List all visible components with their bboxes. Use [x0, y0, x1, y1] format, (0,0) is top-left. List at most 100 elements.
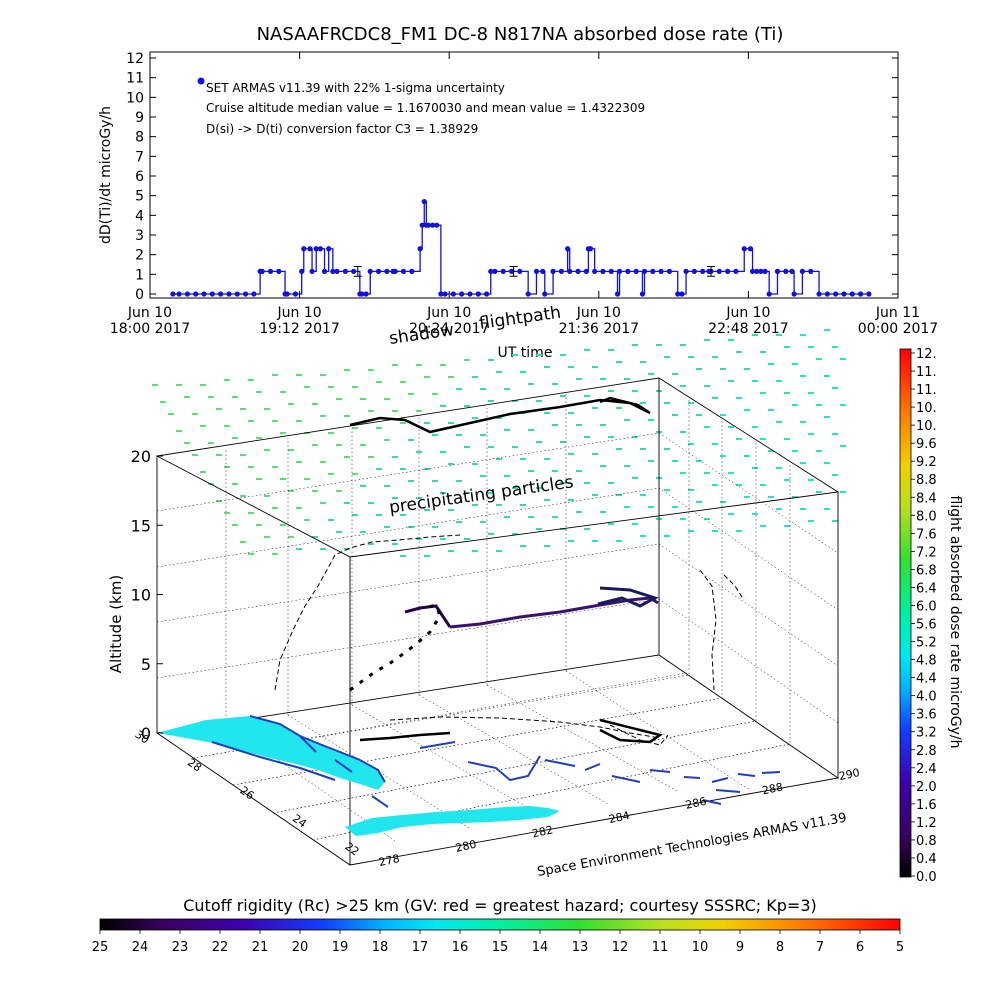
colorbar-tick-label: 10.	[916, 401, 937, 416]
annotation-shadow: shadow	[388, 320, 455, 349]
legend-line-1: SET ARMAS v11.39 with 22% 1-sigma uncert…	[206, 81, 505, 95]
longitude-tick-label: 284	[608, 809, 631, 826]
longitude-tick-label: 290	[838, 766, 861, 783]
florida-landmass	[157, 716, 385, 790]
colorbar-tick-label: 11.	[916, 383, 937, 398]
altitude-tick-label: 10	[131, 586, 151, 605]
dose-rate-point	[259, 268, 265, 274]
colorbar-tick-label: 1.2	[916, 816, 937, 831]
dose-rate-point	[762, 268, 768, 274]
dose-rate-point	[583, 268, 589, 274]
altitude-tick-label: 0	[141, 724, 151, 743]
flightpath-ground-track	[359, 718, 663, 744]
x-tick-label-date: Jun 10	[576, 305, 621, 321]
rigidity-tick-label: 16	[452, 940, 469, 955]
x-tick-label-time: 21:36 2017	[559, 321, 639, 337]
y-tick-label: 3	[135, 228, 144, 244]
dose-rate-point	[234, 291, 240, 297]
dose-rate-point	[317, 246, 323, 252]
colorbar-tick-label: 2.0	[916, 780, 937, 795]
map-landmasses	[157, 715, 781, 836]
annotation-flightpath: flightpath	[478, 303, 562, 334]
dose-rate-point	[700, 268, 706, 274]
dose-rate-point	[716, 268, 722, 274]
dose-rate-point	[683, 268, 689, 274]
x-tick-label-date: Jun 10	[725, 305, 770, 321]
rigidity-tick-label: 25	[92, 940, 109, 955]
dose-rate-point	[733, 268, 739, 274]
dose-rate-point	[334, 268, 340, 274]
dose-rate-point	[542, 291, 548, 297]
colorbar-tick-label: 4.8	[916, 654, 937, 669]
y-tick-label: 8	[135, 130, 144, 146]
y-tick-label: 4	[135, 208, 144, 224]
dose-rate-point	[540, 268, 546, 274]
rigidity-tick-label: 22	[212, 940, 229, 955]
dose-colorbar-label: flight absorbed dose rate microGy/h	[947, 496, 963, 749]
rigidity-tick-label: 19	[332, 940, 349, 955]
rigidity-tick-label: 15	[492, 940, 509, 955]
dose-rate-point	[641, 268, 648, 274]
rigidity-tick-label: 7	[816, 940, 824, 955]
longitude-tick-label: 280	[454, 838, 477, 855]
dose-rate-point	[858, 291, 864, 297]
rigidity-tick-label: 11	[652, 940, 669, 955]
dose-rate-point	[450, 291, 456, 297]
dose-rate-point	[567, 268, 573, 274]
colorbar-tick-label: 12.	[916, 347, 937, 362]
dose-rate-point	[533, 268, 540, 274]
colorbar-tick-label: 4.4	[916, 672, 937, 687]
dose-rate-point	[575, 268, 581, 274]
colorbar-tick-label: 5.6	[916, 618, 937, 633]
colorbar-tick-label: 2.8	[916, 744, 937, 759]
dose-rate-point	[824, 291, 830, 297]
dose-rate-point	[725, 268, 731, 274]
dose-rate-point	[176, 291, 182, 297]
dose-rate-point	[242, 291, 249, 297]
dose-rate-point	[633, 268, 639, 274]
dose-rate-point	[363, 291, 369, 297]
dose-rate-point	[500, 268, 506, 274]
altitude-axis-ticks: 0 5 10 15 20	[131, 447, 163, 743]
dose-rate-point	[616, 268, 623, 274]
longitude-tick-label: 282	[531, 823, 554, 840]
dose-rate-point	[484, 291, 490, 297]
dose-rate-point	[658, 268, 664, 274]
dose-rate-point	[330, 268, 336, 274]
dose-rate-point	[284, 291, 290, 297]
rigidity-tick-label: 12	[612, 940, 629, 955]
legend-marker	[197, 77, 205, 85]
dose-rate-point	[342, 268, 348, 274]
dose-rate-point	[592, 268, 598, 274]
dose-rate-point	[783, 268, 789, 274]
dose-colorbar: 0.0 0.4 0.8 1.2 1.6 2.0 2.4 2.8 3.2 3.6 4.0 4.4 4.8 5…	[899, 347, 963, 885]
x-tick-label-time: 19:12 2017	[259, 321, 339, 337]
dose-rate-point	[666, 268, 673, 274]
rigidity-colorbar-ticks: 25 24 23 22 21 20 19 18 17 16 15 14 13 12 11 10 9 8 7 6 5	[92, 930, 904, 955]
cuba-landmass	[345, 806, 560, 836]
legend-line-2: Cruise altitude median value = 1.1670030…	[206, 101, 645, 115]
flightpath-cruise-segment	[449, 596, 659, 629]
top-chart-y-label: dD(Ti)/dt microGy/h	[98, 106, 114, 244]
dose-rate-point	[209, 291, 215, 297]
dose-rate-point	[747, 246, 754, 252]
y-tick-label: 9	[135, 110, 144, 126]
uncertainty-error-bars	[353, 265, 715, 277]
bahamas-islands	[419, 741, 781, 805]
dose-rate-point	[267, 268, 274, 274]
rigidity-tick-label: 6	[856, 940, 864, 955]
dose-rate-point	[326, 246, 332, 252]
colorbar-tick-label: 9.2	[916, 455, 937, 470]
dose-rate-line	[172, 200, 869, 295]
altitude-tick-label: 15	[131, 516, 151, 535]
dose-rate-point	[226, 291, 232, 297]
y-tick-label: 5	[135, 189, 144, 205]
dose-rate-point	[309, 268, 315, 274]
dose-rate-point	[409, 268, 415, 274]
x-tick-label-time: 00:00 2017	[858, 321, 938, 337]
flightpath-shadow	[274, 534, 745, 746]
y-tick-label: 1	[135, 267, 144, 283]
dose-rate-point	[425, 222, 432, 228]
